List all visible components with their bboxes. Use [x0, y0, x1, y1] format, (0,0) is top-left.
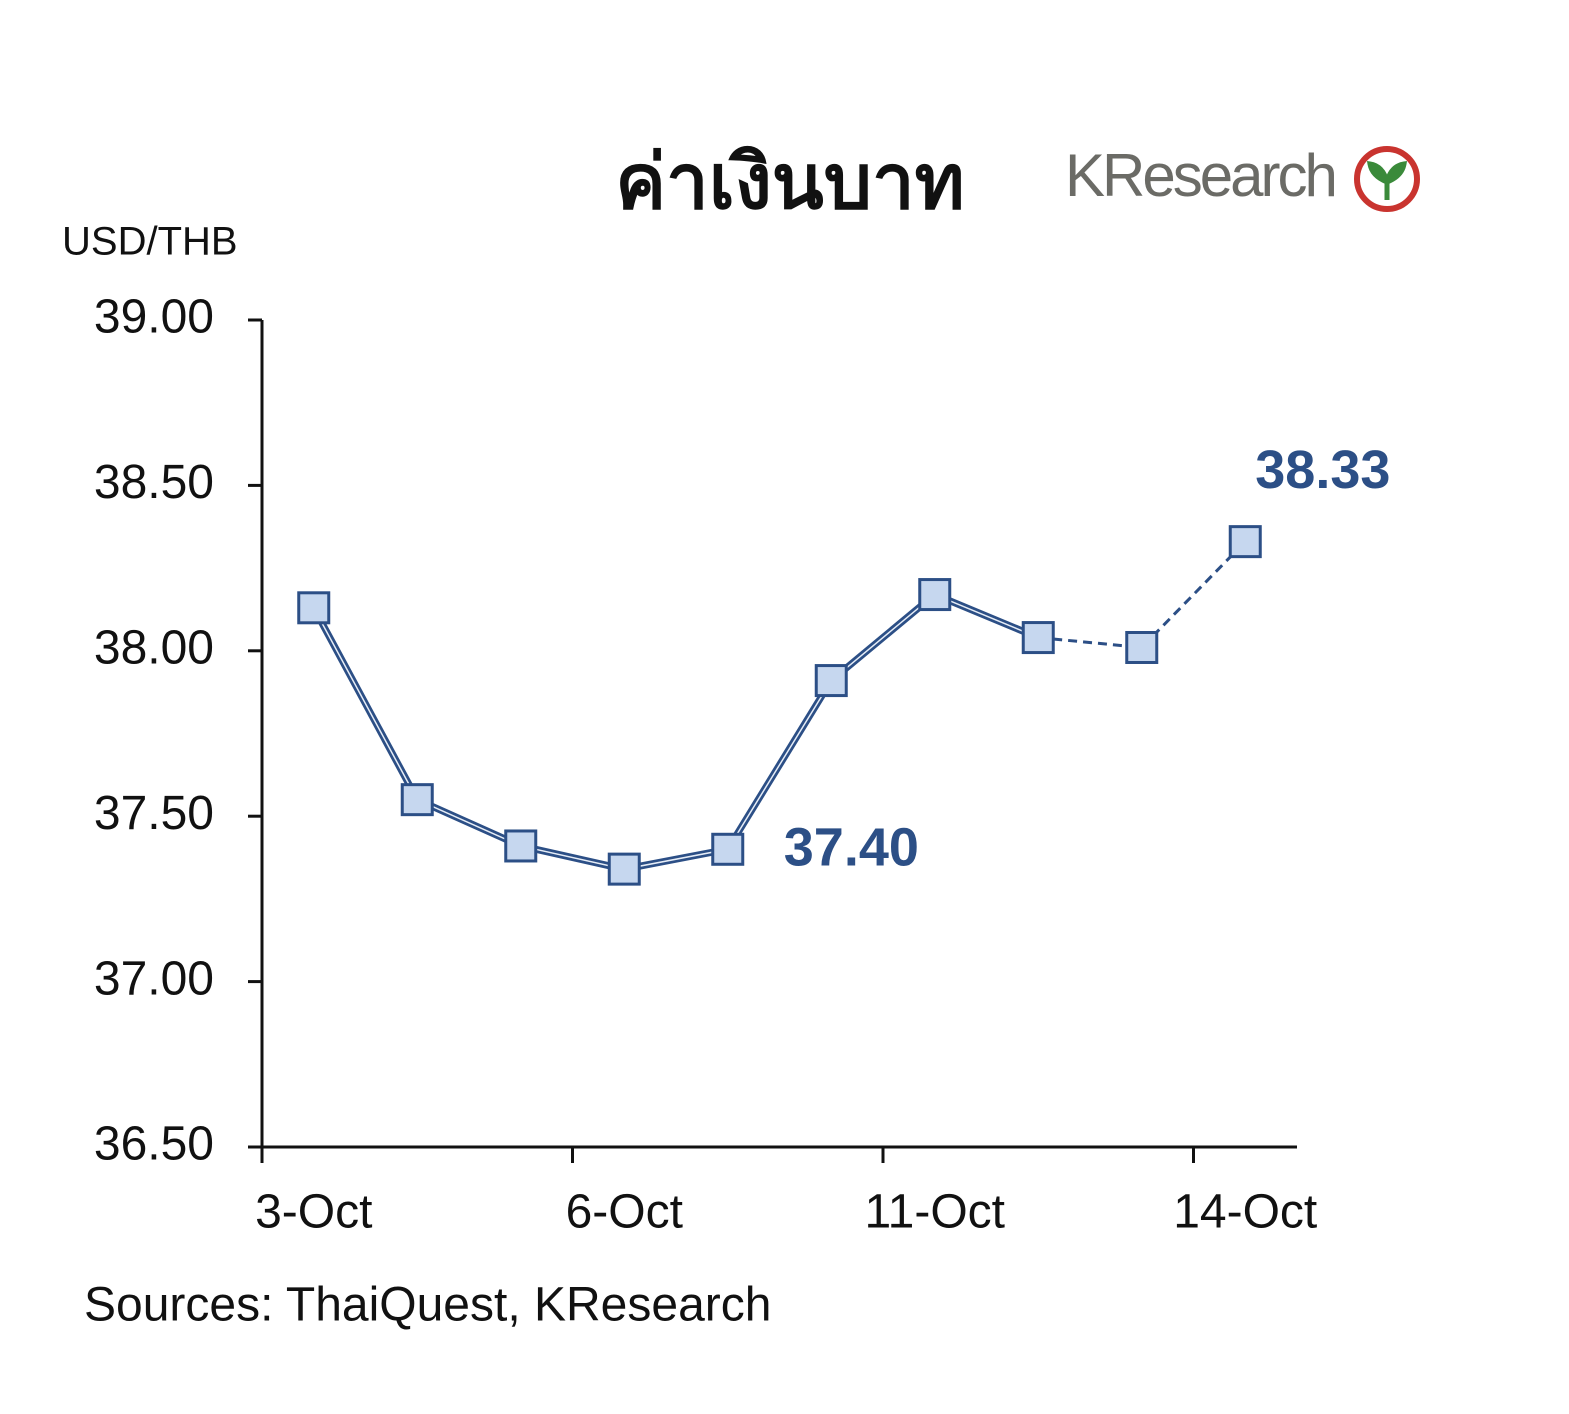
- marker: [711, 832, 745, 866]
- value-label: 38.33: [1255, 440, 1390, 500]
- marker: [1021, 621, 1055, 655]
- y-tick-label: 37.00: [94, 952, 214, 1005]
- y-axis-label: USD/THB: [62, 220, 238, 264]
- y-tick-label: 38.00: [94, 621, 214, 674]
- marker: [1125, 630, 1159, 664]
- marker: [297, 591, 331, 625]
- marker: [400, 783, 434, 817]
- x-tick-label: 14-Oct: [1173, 1186, 1317, 1239]
- value-label: 37.40: [784, 818, 919, 878]
- x-tick-label: 3-Oct: [255, 1186, 372, 1239]
- line-actual-highlight: [313, 593, 1039, 870]
- marker: [504, 829, 538, 863]
- line-projection: [1038, 540, 1247, 650]
- chart-title: ค่าเงินบาท: [615, 140, 965, 225]
- x-tick-label: 11-Oct: [865, 1186, 1005, 1239]
- marker: [918, 578, 952, 612]
- source-note: Sources: ThaiQuest, KResearch: [84, 1279, 771, 1332]
- logo-text: KResearch: [1065, 142, 1335, 209]
- x-tick-label: 6-Oct: [566, 1186, 683, 1239]
- marker: [607, 852, 641, 886]
- marker: [814, 664, 848, 698]
- logo-icon: [1354, 146, 1420, 212]
- y-tick-label: 37.50: [94, 787, 214, 840]
- y-tick-label: 36.50: [94, 1118, 214, 1171]
- marker: [1228, 525, 1262, 559]
- y-tick-label: 38.50: [94, 456, 214, 509]
- line-actual: [310, 590, 1040, 873]
- y-tick-label: 39.00: [94, 291, 214, 344]
